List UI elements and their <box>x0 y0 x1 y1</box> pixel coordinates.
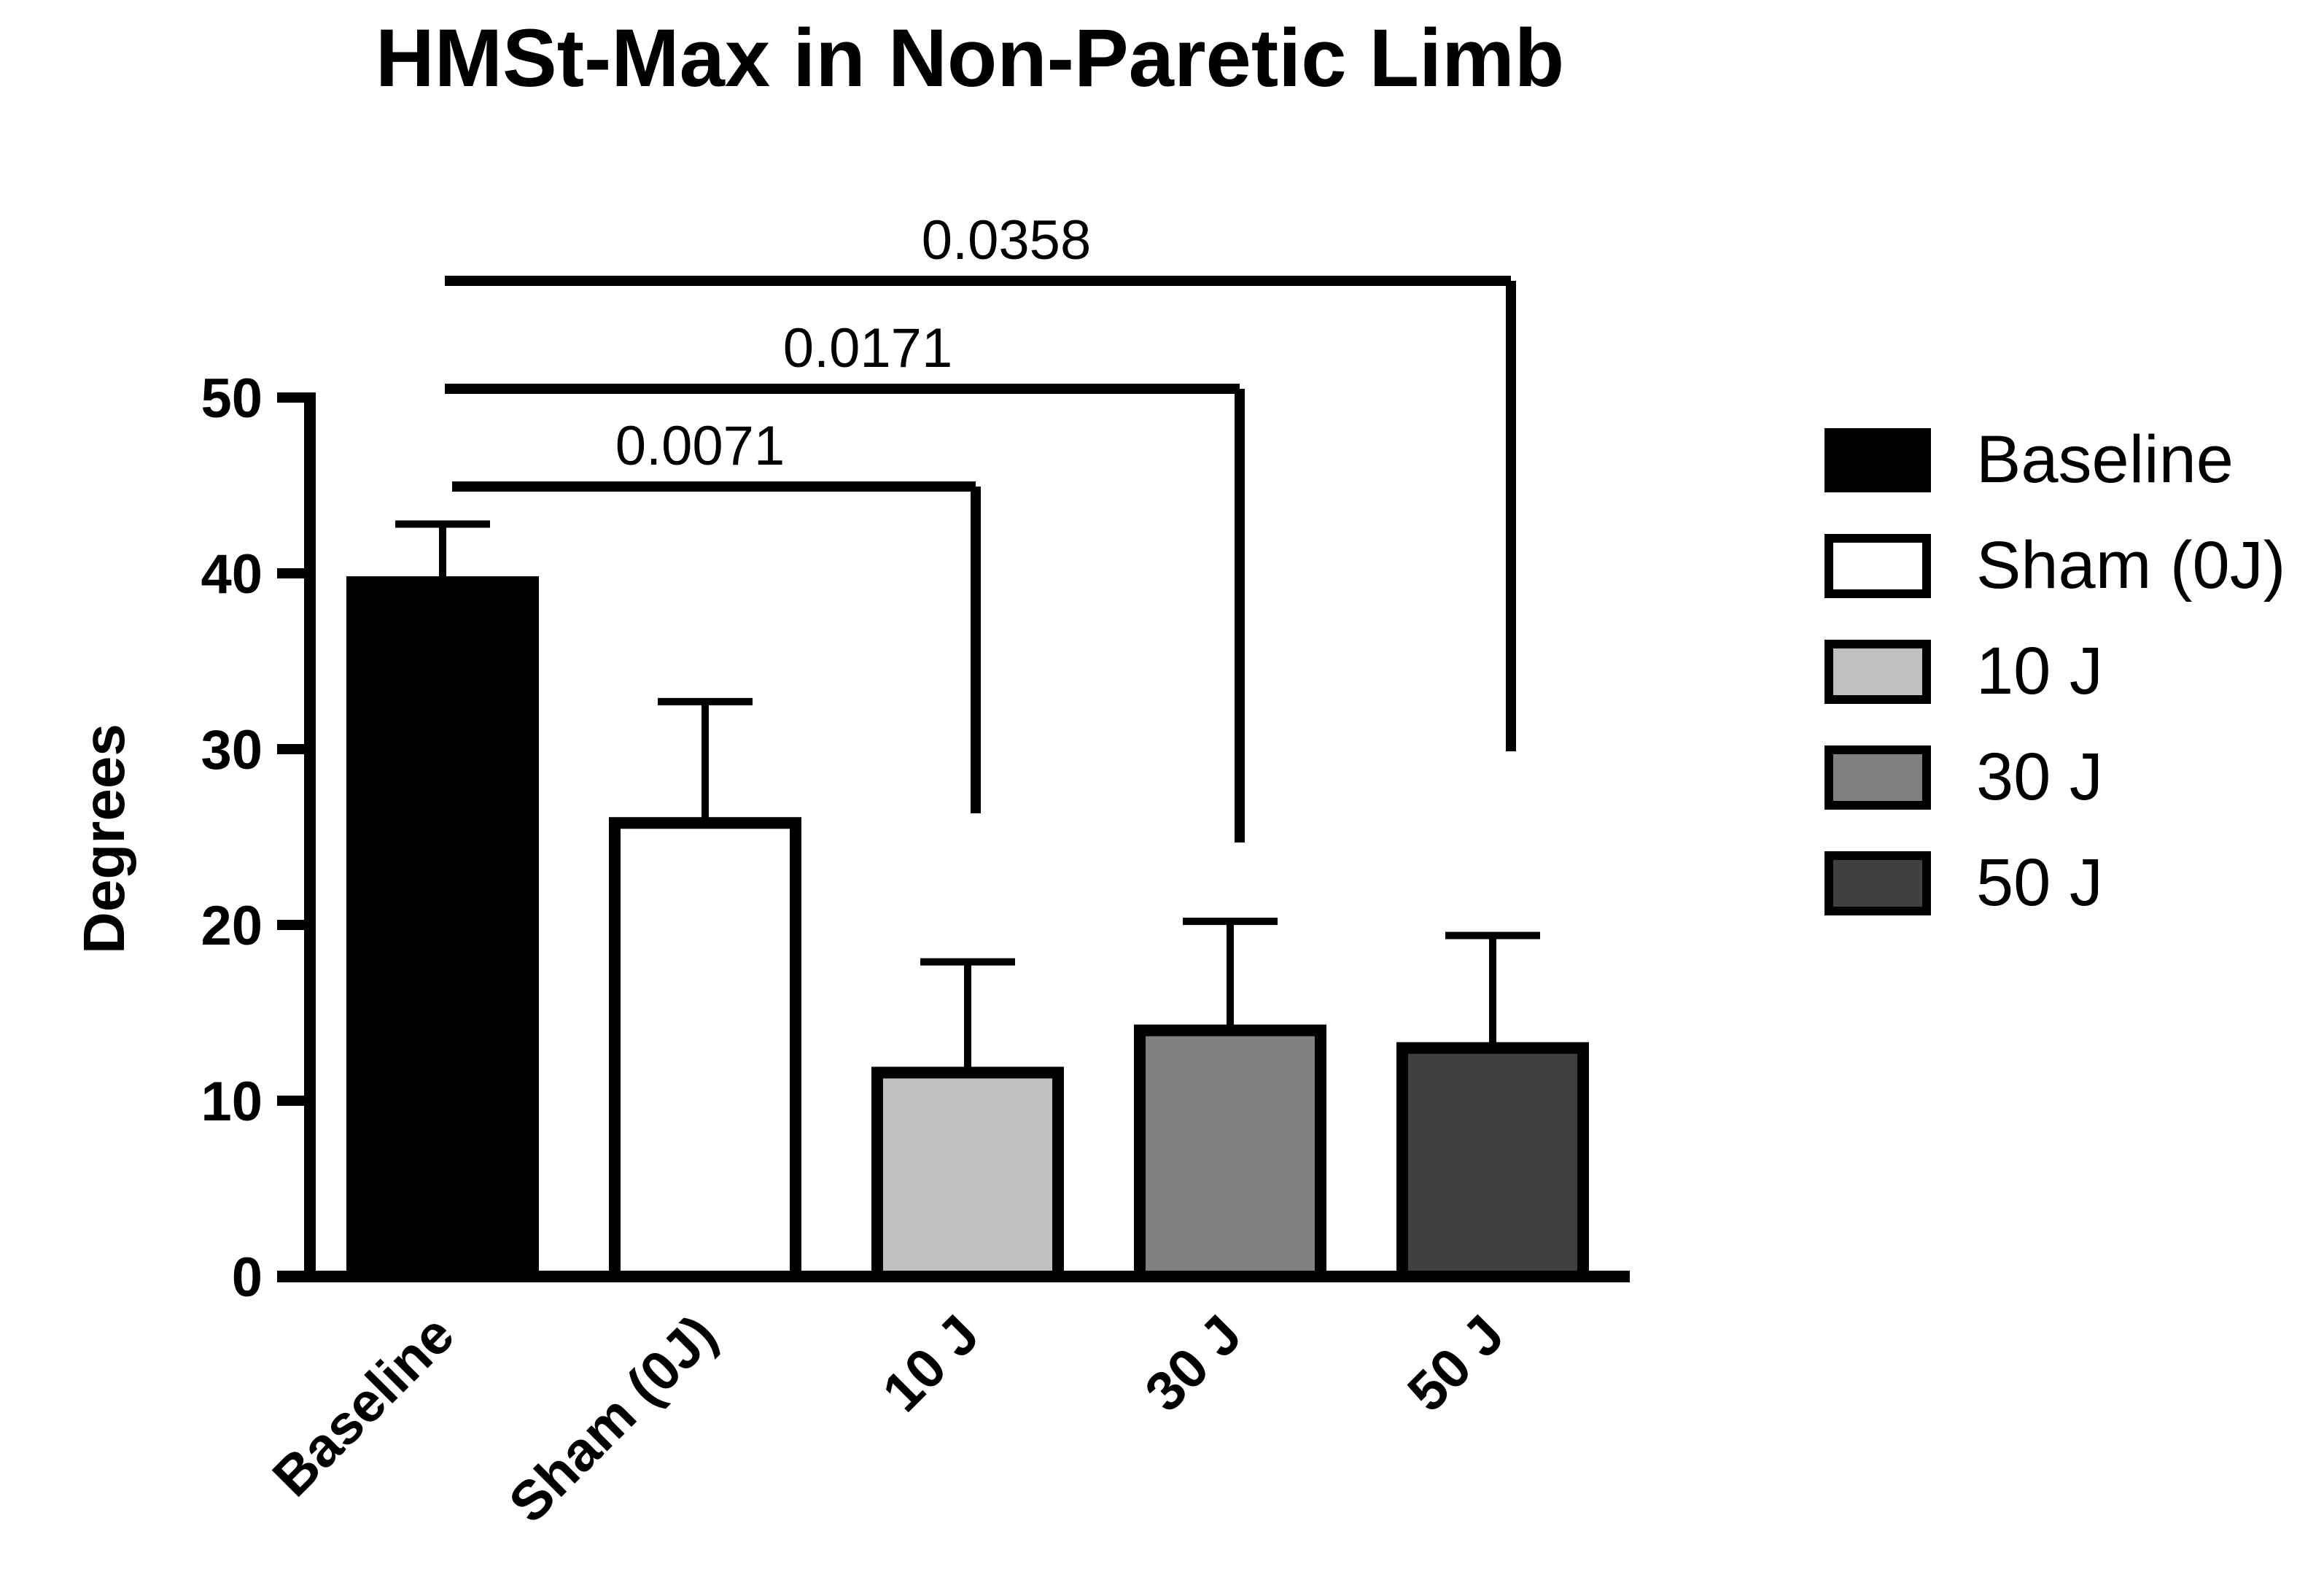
y-tick-label: 40 <box>201 543 263 605</box>
legend-label: Baseline <box>1976 422 2234 497</box>
legend-swatch <box>1824 534 1931 598</box>
y-tick-label: 10 <box>201 1071 263 1133</box>
legend-label: 30 J <box>1976 740 2103 814</box>
y-tick-label: 20 <box>201 895 263 957</box>
bar <box>609 817 801 1282</box>
error-bars-group <box>395 520 1540 1073</box>
y-tick-label: 30 <box>201 719 263 781</box>
chart-title: HMSt-Max in Non-Paretic Limb <box>376 12 1564 104</box>
bar <box>346 576 539 1282</box>
x-category-label: 30 J <box>1133 1303 1254 1424</box>
x-category-label: Sham (0J) <box>497 1303 728 1535</box>
significance-p-value: 0.0171 <box>783 317 952 379</box>
significance-brackets-group: 0.0071 0.0171 0.0358 <box>445 209 1516 842</box>
significance-p-value: 0.0358 <box>922 209 1091 271</box>
x-category-label: 50 J <box>1396 1303 1516 1424</box>
legend-swatch <box>1824 428 1931 492</box>
bar <box>871 1066 1064 1282</box>
x-category-label: 10 J <box>871 1303 991 1424</box>
bar <box>1134 1024 1326 1282</box>
legend-label: 10 J <box>1976 634 2103 708</box>
y-axis-label: Degrees <box>71 724 136 954</box>
bars-group <box>346 576 1589 1282</box>
legend-swatch <box>1824 640 1931 704</box>
legend-swatch <box>1824 745 1931 810</box>
legend-label: 50 J <box>1976 845 2103 920</box>
bar <box>1396 1042 1589 1282</box>
x-category-label: Baseline <box>261 1303 466 1508</box>
y-axis-ticks: 0 10 20 30 40 50 <box>201 368 316 1309</box>
legend-label: Sham (0J) <box>1976 528 2285 603</box>
legend-swatch <box>1824 851 1931 915</box>
y-tick-label: 50 <box>201 368 263 430</box>
significance-p-value: 0.0071 <box>615 415 785 477</box>
legend: Baseline Sham (0J) 10 J 30 J 50 J <box>1824 422 2285 920</box>
y-tick-label: 0 <box>232 1247 263 1309</box>
category-labels-group: Baseline Sham (0J) 10 J 30 J 50 J <box>261 1303 1516 1535</box>
